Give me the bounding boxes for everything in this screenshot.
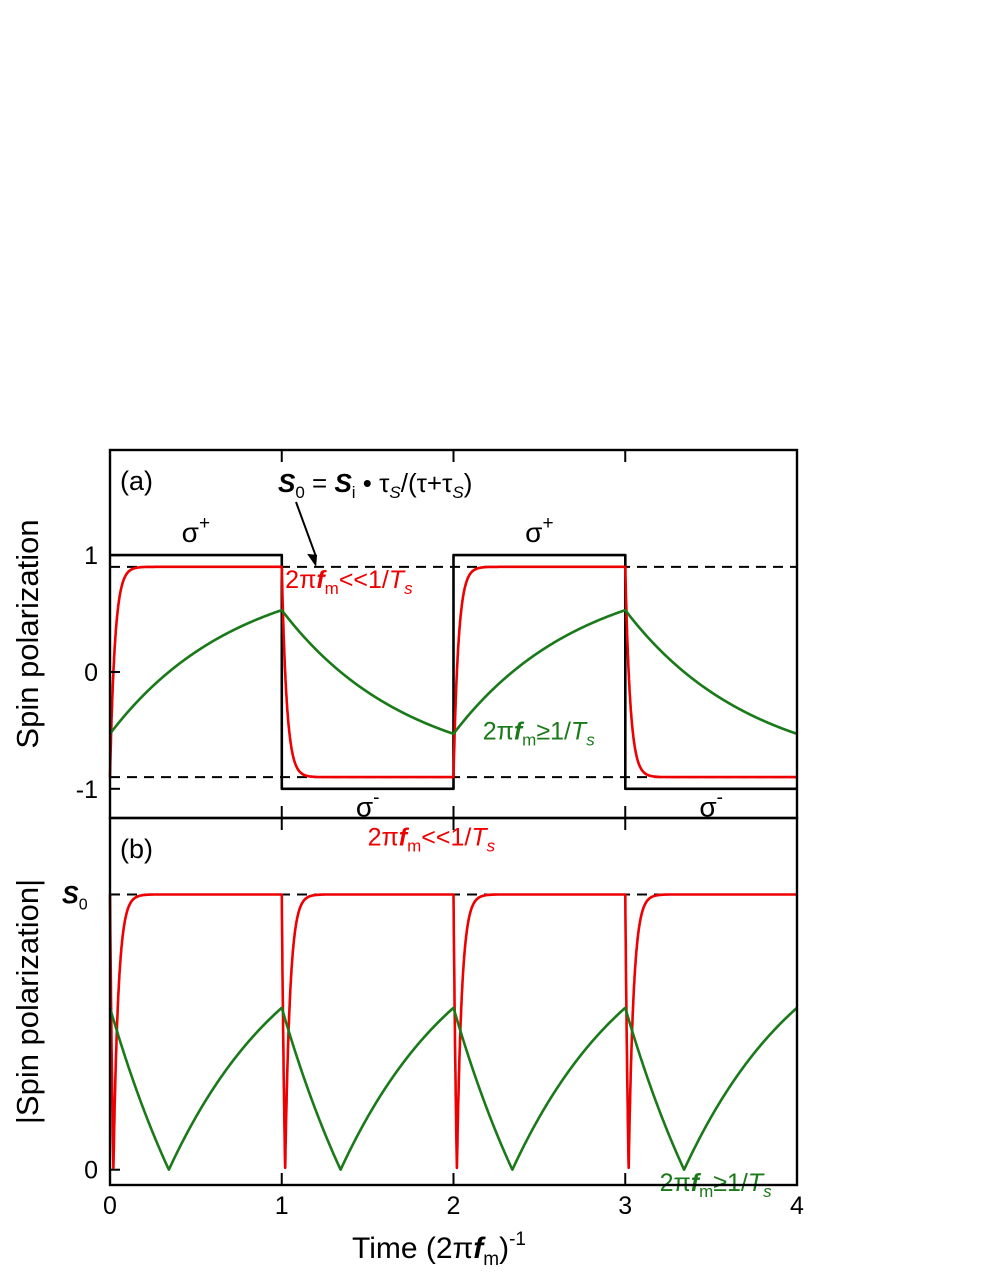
equation-annotation: S0 = Si • τS/(τ+τS) [278, 468, 472, 502]
label-f-sub: m [325, 579, 339, 598]
eq-equals: = [305, 468, 335, 498]
xlabel-sup: -1 [509, 1229, 526, 1250]
label-f: f [691, 1169, 702, 1197]
x-tick-label: 4 [790, 1192, 804, 1220]
label-relation: ≥1/ [536, 718, 571, 746]
eq-tau: τ [379, 468, 390, 498]
x-tick-label: 1 [275, 1192, 289, 1220]
annotation-arrow-head [307, 553, 318, 567]
label-f-sub: m [699, 1182, 713, 1201]
y-tick-label: S0 [62, 881, 88, 913]
sigma-label: σ- [699, 787, 723, 822]
label-T-sub: s [487, 837, 496, 856]
x-tick-label: 2 [447, 1192, 461, 1220]
label-prefix: 2π [660, 1169, 691, 1197]
label-f: f [316, 566, 327, 594]
eq-S: S [278, 468, 296, 498]
label-T: T [748, 1169, 765, 1197]
x-tick-label: 3 [618, 1192, 632, 1220]
label-prefix: 2π [285, 566, 316, 594]
x-axis-label: Time (2πfm)-1 [352, 1229, 526, 1270]
series-label-fast: 2πfm<<1/Ts [285, 566, 413, 598]
sigma-superscript: - [373, 787, 379, 808]
sigma-label: σ- [356, 787, 380, 822]
label-T-sub: s [586, 731, 595, 750]
series-label-slow: 2πfm≥1/Ts [483, 718, 596, 750]
y-tick-label: 0 [84, 1157, 98, 1185]
series-line-fast [108, 565, 799, 779]
label-T: T [389, 566, 406, 594]
sigma-symbol: σ [356, 791, 373, 822]
label-T-sub: s [404, 579, 413, 598]
y-tick-zero: 0 [84, 1157, 98, 1185]
xlabel-f-sub: m [483, 1249, 499, 1270]
series-label-slow: 2πfm≥1/Ts [660, 1169, 773, 1201]
y-axis-label: |Spin polarization| [10, 879, 45, 1124]
label-f: f [514, 718, 525, 746]
panel-label: (a) [120, 466, 153, 496]
label-relation: <<1/ [339, 566, 389, 594]
series-line-slow [108, 1006, 799, 1171]
label-f-sub: m [522, 731, 536, 750]
series-line-slow [108, 608, 799, 736]
label-T-sub: s [763, 1182, 772, 1201]
sigma-superscript: + [199, 513, 210, 534]
series-line-fast [108, 893, 799, 1170]
xlabel-f: f [473, 1232, 486, 1265]
eq-Si-sub: i [352, 483, 356, 502]
y-tick-S-sub: 0 [79, 896, 88, 913]
eq-S-sub: 0 [295, 483, 304, 502]
label-prefix: 2π [368, 824, 399, 852]
eq-tau2-sub: S [452, 483, 464, 502]
y-axis-label: Spin polarization [10, 519, 45, 748]
annotation-arrow-line [295, 501, 318, 558]
label-prefix: 2π [483, 718, 514, 746]
eq-tau-sub: S [389, 483, 401, 502]
label-f: f [399, 824, 410, 852]
label-relation: ≥1/ [713, 1169, 748, 1197]
eq-close: ) [464, 468, 473, 498]
sigma-superscript: + [542, 513, 553, 534]
x-tick-label: 0 [103, 1192, 117, 1220]
y-tick-label: 1 [84, 542, 98, 570]
sigma-symbol: σ [525, 517, 542, 548]
sigma-symbol: σ [182, 517, 199, 548]
label-T: T [571, 718, 588, 746]
y-tick-S: S [62, 881, 79, 909]
eq-dot: • [356, 468, 380, 498]
label-f-sub: m [407, 837, 421, 856]
series-label-fast: 2πfm<<1/Ts [368, 824, 496, 856]
eq-tau2: τ [442, 468, 453, 498]
sigma-superscript: - [717, 787, 723, 808]
eq-Si: S [334, 468, 352, 498]
label-T: T [471, 824, 488, 852]
y-tick-label: 0 [84, 659, 98, 687]
eq-slash: /(τ+ [401, 468, 442, 498]
label-relation: <<1/ [421, 824, 471, 852]
sigma-symbol: σ [699, 791, 716, 822]
panel-label: (b) [120, 834, 153, 864]
y-tick-label: -1 [76, 776, 98, 804]
sigma-label: σ+ [525, 513, 553, 548]
xlabel-main: Time (2π [352, 1232, 473, 1265]
sigma-label: σ+ [182, 513, 210, 548]
xlabel-close: ) [499, 1232, 509, 1265]
